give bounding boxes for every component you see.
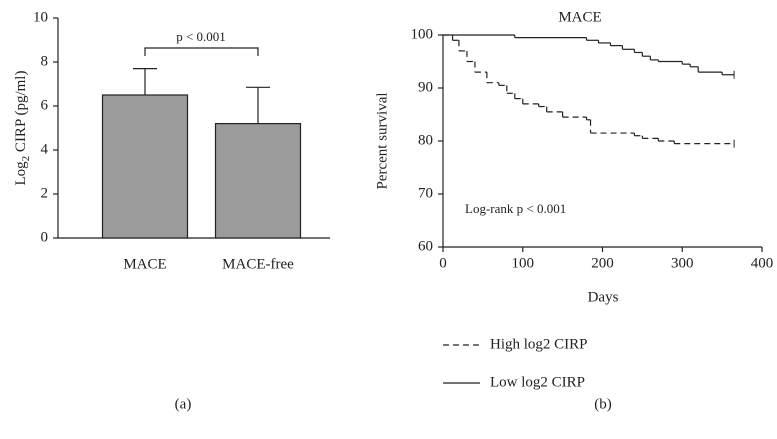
y-tick-label: 70 [418, 185, 433, 201]
panel-label: (b) [594, 396, 612, 412]
x-tick-label: MACE-free [222, 256, 294, 272]
x-tick-label: 300 [671, 255, 694, 271]
y-tick-label: 6 [41, 97, 49, 113]
x-tick-label: 200 [591, 255, 614, 271]
annotation: Log-rank p < 0.001 [465, 201, 566, 216]
y-axis-label: Log2 CIRP (pg/ml) [13, 71, 31, 186]
chart-title: MACE [558, 9, 601, 25]
x-tick-label: 400 [751, 255, 774, 271]
y-tick-label: 90 [418, 79, 433, 95]
x-tick-label: MACE [123, 256, 166, 272]
y-tick-label: 100 [411, 26, 434, 42]
y-axis-label-part: CIRP (pg/ml) [13, 71, 29, 156]
x-tick-label: 0 [439, 255, 447, 271]
y-tick-label: 2 [41, 185, 49, 201]
bar [101, 94, 189, 239]
x-axis-label: Days [588, 289, 619, 305]
bar [214, 122, 302, 239]
y-tick-label: 0 [41, 229, 49, 245]
y-tick-label: 10 [33, 9, 48, 25]
legend-label: Low log2 CIRP [490, 374, 585, 390]
y-axis-label-sub: 2 [20, 156, 32, 162]
y-tick-label: 4 [41, 141, 49, 157]
y-tick-label: 80 [418, 132, 433, 148]
y-tick-label: 60 [418, 238, 433, 254]
y-tick-label: 8 [41, 53, 49, 69]
panel-label: (a) [175, 396, 192, 412]
significance-bracket [144, 47, 259, 56]
y-axis-label-part: Log [13, 161, 29, 186]
y-axis-label: Percent survival [374, 92, 390, 189]
x-tick-label: 100 [512, 255, 535, 271]
annotation: p < 0.001 [176, 29, 226, 44]
legend-label: High log2 CIRP [490, 336, 588, 352]
